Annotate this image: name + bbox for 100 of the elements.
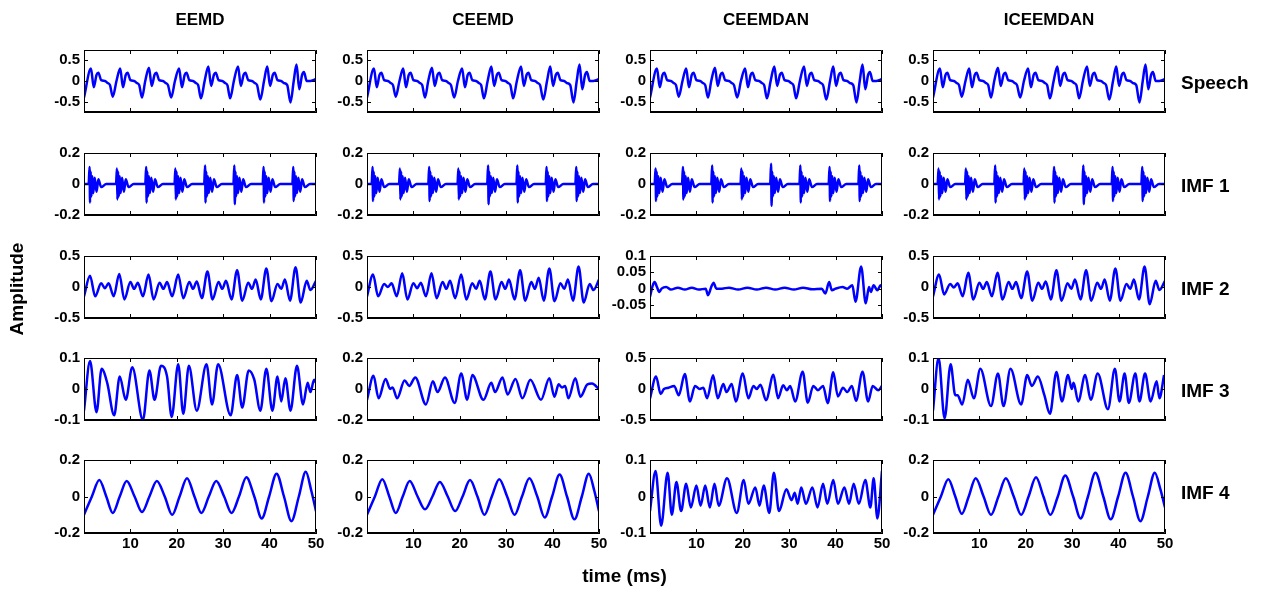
x-tick-label: 30 [1063,534,1081,552]
y-tick-label: -0.2 [903,205,929,223]
x-tick-label: 30 [780,534,798,552]
y-tick-label: 0.2 [342,348,363,366]
y-tick-label: -0.5 [620,91,646,109]
y2-axis-title: IMF 2 [1181,278,1230,300]
x-tick-label: 40 [827,534,844,552]
y2-axis-title: Speech [1181,72,1249,94]
x-tick-label: 40 [1110,534,1127,552]
y-tick-label: 0.05 [616,262,646,280]
line-series [84,164,316,206]
y-tick-label: -0.2 [903,523,929,541]
y-tick-label: -0.5 [337,91,363,109]
y-tick-label: 0 [354,277,363,295]
y-tick-label: 0.2 [342,450,363,468]
y-tick-label: -0.1 [54,410,80,428]
line-series [84,63,316,104]
x-tick-label: 50 [307,534,325,552]
y-tick-label: -0.2 [620,205,646,223]
y-tick-label: 0.2 [59,143,80,161]
y-tick-label: -0.5 [54,308,80,326]
line-series [84,265,316,304]
y-tick-label: -0.2 [337,205,363,223]
y-tick-label: 0.2 [625,143,646,161]
y-tick-label: 0.1 [908,348,929,366]
line-series [933,164,1165,206]
y-tick-label: 0.5 [59,50,80,68]
x-tick-label: 10 [405,534,422,552]
x-tick-label: 30 [214,534,232,552]
y-tick-label: 0.1 [59,348,80,366]
y-tick-label: 0 [71,486,80,504]
x-tick-label: 20 [168,534,186,552]
line-series [367,63,599,104]
y-tick-label: -0.2 [337,523,363,541]
y-tick-label: 0 [71,71,80,89]
x-tick-label: 40 [544,534,561,552]
line-series [933,265,1165,306]
line-series [650,162,882,207]
y-tick-label: 0.2 [908,450,929,468]
x-tick-label: 10 [122,534,139,552]
line-series [933,63,1165,104]
y-tick-label: -0.2 [54,205,80,223]
y-tick-label: 0 [637,278,646,296]
x-axis-title: time (ms) [582,565,667,587]
y-tick-label: 0 [637,174,646,192]
y-tick-label: 0.2 [908,143,929,161]
y-tick-label: 0 [354,486,363,504]
y-tick-label: -0.2 [54,523,80,541]
y-tick-label: -0.1 [903,410,929,428]
x-tick-label: 40 [261,534,278,552]
y-tick-label: 0.1 [625,450,646,468]
x-tick-label: 10 [688,534,705,552]
y-tick-label: 0 [637,486,646,504]
y-tick-label: 0.5 [625,348,646,366]
line-series [650,469,882,527]
y-tick-label: 0.2 [59,450,80,468]
y-tick-label: 0 [920,379,929,397]
y-tick-label: 0.5 [59,246,80,264]
chart-title: EEMD [175,10,225,30]
x-tick-label: 50 [873,534,891,552]
y-tick-label: 0 [920,71,929,89]
y-tick-label: 0 [354,174,363,192]
line-series [367,372,599,406]
chart-title: CEEMD [452,10,514,30]
x-tick-label: 20 [451,534,469,552]
y-tick-label: 0 [71,174,80,192]
y-axis-title: Amplitude [6,242,28,336]
y-tick-label: 0 [637,71,646,89]
y-tick-label: 0.1 [625,246,646,264]
y-tick-label: 0 [71,277,80,295]
line-series [650,370,882,405]
y-tick-label: 0 [637,379,646,397]
line-series [933,358,1165,420]
y-tick-label: 0 [920,486,929,504]
y-tick-label: 0.5 [908,50,929,68]
y-tick-label: 0 [920,174,929,192]
y-tick-label: 0 [354,379,363,397]
y-tick-label: 0 [71,379,80,397]
y2-axis-title: IMF 3 [1181,380,1230,402]
line-series [367,472,599,521]
line-series [367,265,599,304]
line-series [650,265,882,305]
x-tick-label: 50 [1156,534,1174,552]
x-tick-label: 50 [590,534,608,552]
x-tick-label: 20 [1017,534,1035,552]
y-tick-label: 0.5 [342,246,363,264]
line-series [650,63,882,104]
y-tick-label: 0.5 [908,246,929,264]
line-series [84,359,316,420]
y-tick-label: 0 [354,71,363,89]
y-tick-label: -0.5 [620,410,646,428]
y-tick-label: 0.5 [342,50,363,68]
line-series [933,471,1165,523]
y2-axis-title: IMF 4 [1181,482,1230,504]
x-tick-label: 20 [734,534,752,552]
y-tick-label: -0.05 [611,295,646,313]
x-tick-label: 30 [497,534,515,552]
chart-title: ICEEMDAN [1003,10,1095,30]
y-tick-label: 0.2 [342,143,363,161]
y-tick-label: -0.5 [903,308,929,326]
